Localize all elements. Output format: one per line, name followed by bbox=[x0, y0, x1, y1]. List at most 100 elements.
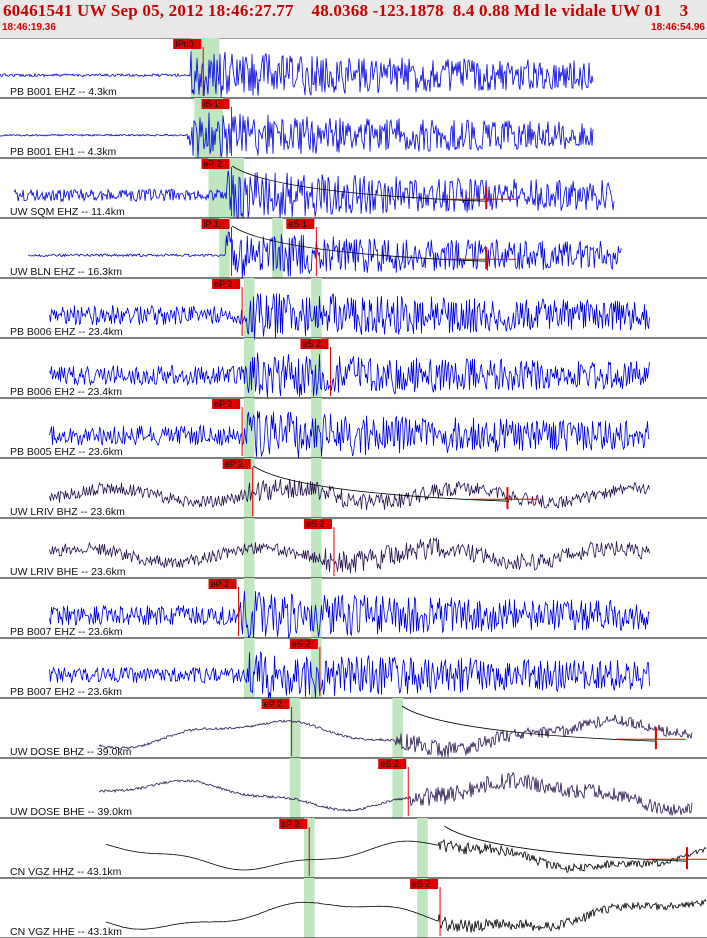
station-label: PB B001 EHZ -- 4.3km bbox=[10, 86, 117, 98]
trace-panel: eP 2 PB B006 EHZ -- 23.4km bbox=[0, 278, 707, 341]
trace-panel: iP 1 eS 1 UW BLN EHZ -- 16.3km bbox=[0, 218, 707, 279]
phase-pick-flag[interactable] bbox=[289, 639, 318, 649]
phase-pick-flag[interactable] bbox=[201, 219, 230, 229]
phase-pick-label: eP 2 bbox=[214, 399, 232, 409]
phase-pick-flag[interactable] bbox=[201, 99, 230, 109]
phase-pick-flag[interactable] bbox=[378, 759, 407, 769]
end-time: 18:46:54.96 bbox=[651, 22, 705, 33]
analysis-window bbox=[289, 758, 301, 818]
analysis-window bbox=[272, 218, 283, 278]
analysis-window bbox=[311, 398, 322, 458]
analysis-window bbox=[392, 758, 403, 818]
analysis-window bbox=[417, 878, 428, 938]
waveform bbox=[105, 899, 707, 933]
phase-pick-label: eS 2 bbox=[380, 759, 399, 769]
waveform bbox=[49, 478, 650, 511]
trace-panel: eP 2 PB B005 EHZ -- 23.6km bbox=[0, 398, 707, 459]
waveform bbox=[49, 292, 650, 341]
waveform bbox=[0, 112, 594, 158]
start-time: 18:46:19.36 bbox=[2, 22, 56, 33]
coda-decay-curve bbox=[401, 705, 656, 742]
phase-pick-label: eS 2 bbox=[302, 339, 321, 349]
trace-panel: eP 2 CN VGZ HHZ -- 43.1km bbox=[0, 818, 707, 879]
analysis-window bbox=[311, 518, 322, 578]
trace-panel: eS 2 PB B007 EH2 -- 23.6km bbox=[0, 638, 707, 699]
station-label: PB B006 EH2 -- 23.4km bbox=[10, 386, 122, 398]
station-label: UW BLN EHZ -- 16.3km bbox=[10, 266, 122, 278]
phase-pick-flag[interactable] bbox=[300, 339, 329, 349]
station-label: UW DOSE BHZ -- 39.0km bbox=[10, 746, 132, 758]
phase-pick-label: eS 2 bbox=[292, 639, 311, 649]
waveform bbox=[13, 170, 615, 219]
trace-panel: eS 2 UW LRIV BHE -- 23.6km bbox=[0, 518, 707, 579]
trace-panel: eS 2 CN VGZ HHE -- 43.1km bbox=[0, 878, 707, 938]
waveform bbox=[49, 650, 650, 699]
analysis-window bbox=[289, 698, 301, 758]
waveform bbox=[0, 51, 594, 98]
station-label: CN VGZ HHZ -- 43.1km bbox=[10, 866, 122, 878]
phase-pick-flag[interactable] bbox=[212, 399, 241, 409]
phase-pick-flag[interactable] bbox=[279, 819, 308, 829]
phase-pick-flag[interactable] bbox=[304, 519, 333, 529]
waveform bbox=[49, 536, 650, 574]
phase-pick-flag[interactable] bbox=[410, 879, 439, 889]
station-label: UW LRIV BHZ -- 23.6km bbox=[10, 506, 125, 518]
analysis-window bbox=[311, 338, 322, 398]
waveform bbox=[98, 714, 693, 758]
station-label: PB B007 EHZ -- 23.6km bbox=[10, 626, 123, 638]
phase-pick-flag[interactable] bbox=[286, 219, 315, 229]
phase-pick-label: eP 2 bbox=[214, 279, 232, 289]
phase-pick-flag[interactable] bbox=[261, 699, 290, 709]
phase-pick-label: eS 1 bbox=[288, 219, 307, 229]
trace-panel: eP 2 PB B007 EHZ -- 23.6km bbox=[0, 578, 707, 639]
analysis-window bbox=[311, 578, 322, 638]
phase-pick-label: iS 1 bbox=[203, 99, 219, 109]
station-label: PB B006 EHZ -- 23.4km bbox=[10, 326, 123, 338]
trace-panel: iS 1 PB B001 EH1 -- 4.3km bbox=[0, 98, 707, 159]
phase-pick-label: eS 2 bbox=[412, 879, 431, 889]
phase-pick-label: eP 2 bbox=[203, 159, 221, 169]
analysis-window bbox=[392, 698, 403, 758]
phase-pick-flag[interactable] bbox=[173, 39, 202, 49]
waveform bbox=[28, 231, 622, 278]
station-label: PB B001 EH1 -- 4.3km bbox=[10, 146, 116, 158]
analysis-window bbox=[417, 818, 428, 878]
trace-panel: eP 2 UW SQM EHZ -- 11.4km bbox=[0, 158, 707, 219]
phase-pick-flag[interactable] bbox=[201, 159, 230, 169]
analysis-window bbox=[304, 878, 315, 938]
coda-decay-curve bbox=[444, 825, 688, 862]
phase-pick-flag[interactable] bbox=[208, 579, 237, 589]
waveform bbox=[49, 411, 650, 458]
phase-pick-label: eP 2 bbox=[281, 819, 299, 829]
phase-pick-flag[interactable] bbox=[212, 279, 241, 289]
waveform bbox=[105, 838, 707, 873]
station-label: UW LRIV BHE -- 23.6km bbox=[10, 566, 126, 578]
station-label: UW DOSE BHE -- 39.0km bbox=[10, 806, 132, 818]
trace-panel: eP 2 UW LRIV BHZ -- 23.6km bbox=[0, 458, 707, 519]
trace-panel: eP 2 UW DOSE BHZ -- 39.0km bbox=[0, 698, 707, 759]
waveform bbox=[49, 352, 650, 398]
phase-pick-label: eP 2 bbox=[211, 579, 229, 589]
waveform bbox=[98, 771, 693, 816]
analysis-window bbox=[243, 518, 255, 578]
trace-panel: eS 2 PB B006 EH2 -- 23.4km bbox=[0, 338, 707, 399]
seismogram-panels: IPd0 PB B001 EHZ -- 4.3km iS 1 PB B001 EH1 … bbox=[0, 38, 707, 938]
phase-pick-label: eP 2 bbox=[264, 699, 282, 709]
analysis-window bbox=[219, 218, 230, 278]
phase-pick-label: iP 1 bbox=[203, 219, 218, 229]
event-title: 60461541 UW Sep 05, 2012 18:46:27.77 48.… bbox=[3, 1, 689, 20]
phase-pick-label: IPd0 bbox=[175, 39, 194, 49]
analysis-window bbox=[243, 578, 255, 638]
station-label: UW SQM EHZ -- 11.4km bbox=[10, 206, 125, 218]
coda-decay-curve bbox=[232, 165, 487, 202]
record-header: 60461541 UW Sep 05, 2012 18:46:27.77 48.… bbox=[0, 0, 707, 39]
coda-decay-curve bbox=[253, 465, 508, 502]
trace-panel: IPd0 PB B001 EHZ -- 4.3km bbox=[0, 38, 707, 99]
station-label: PB B007 EH2 -- 23.6km bbox=[10, 686, 122, 698]
station-label: PB B005 EHZ -- 23.6km bbox=[10, 446, 123, 458]
phase-pick-label: eP 2 bbox=[225, 459, 243, 469]
analysis-window bbox=[243, 278, 255, 338]
analysis-window bbox=[243, 398, 255, 458]
station-label: CN VGZ HHE -- 43.1km bbox=[10, 926, 122, 938]
phase-pick-flag[interactable] bbox=[222, 459, 251, 469]
